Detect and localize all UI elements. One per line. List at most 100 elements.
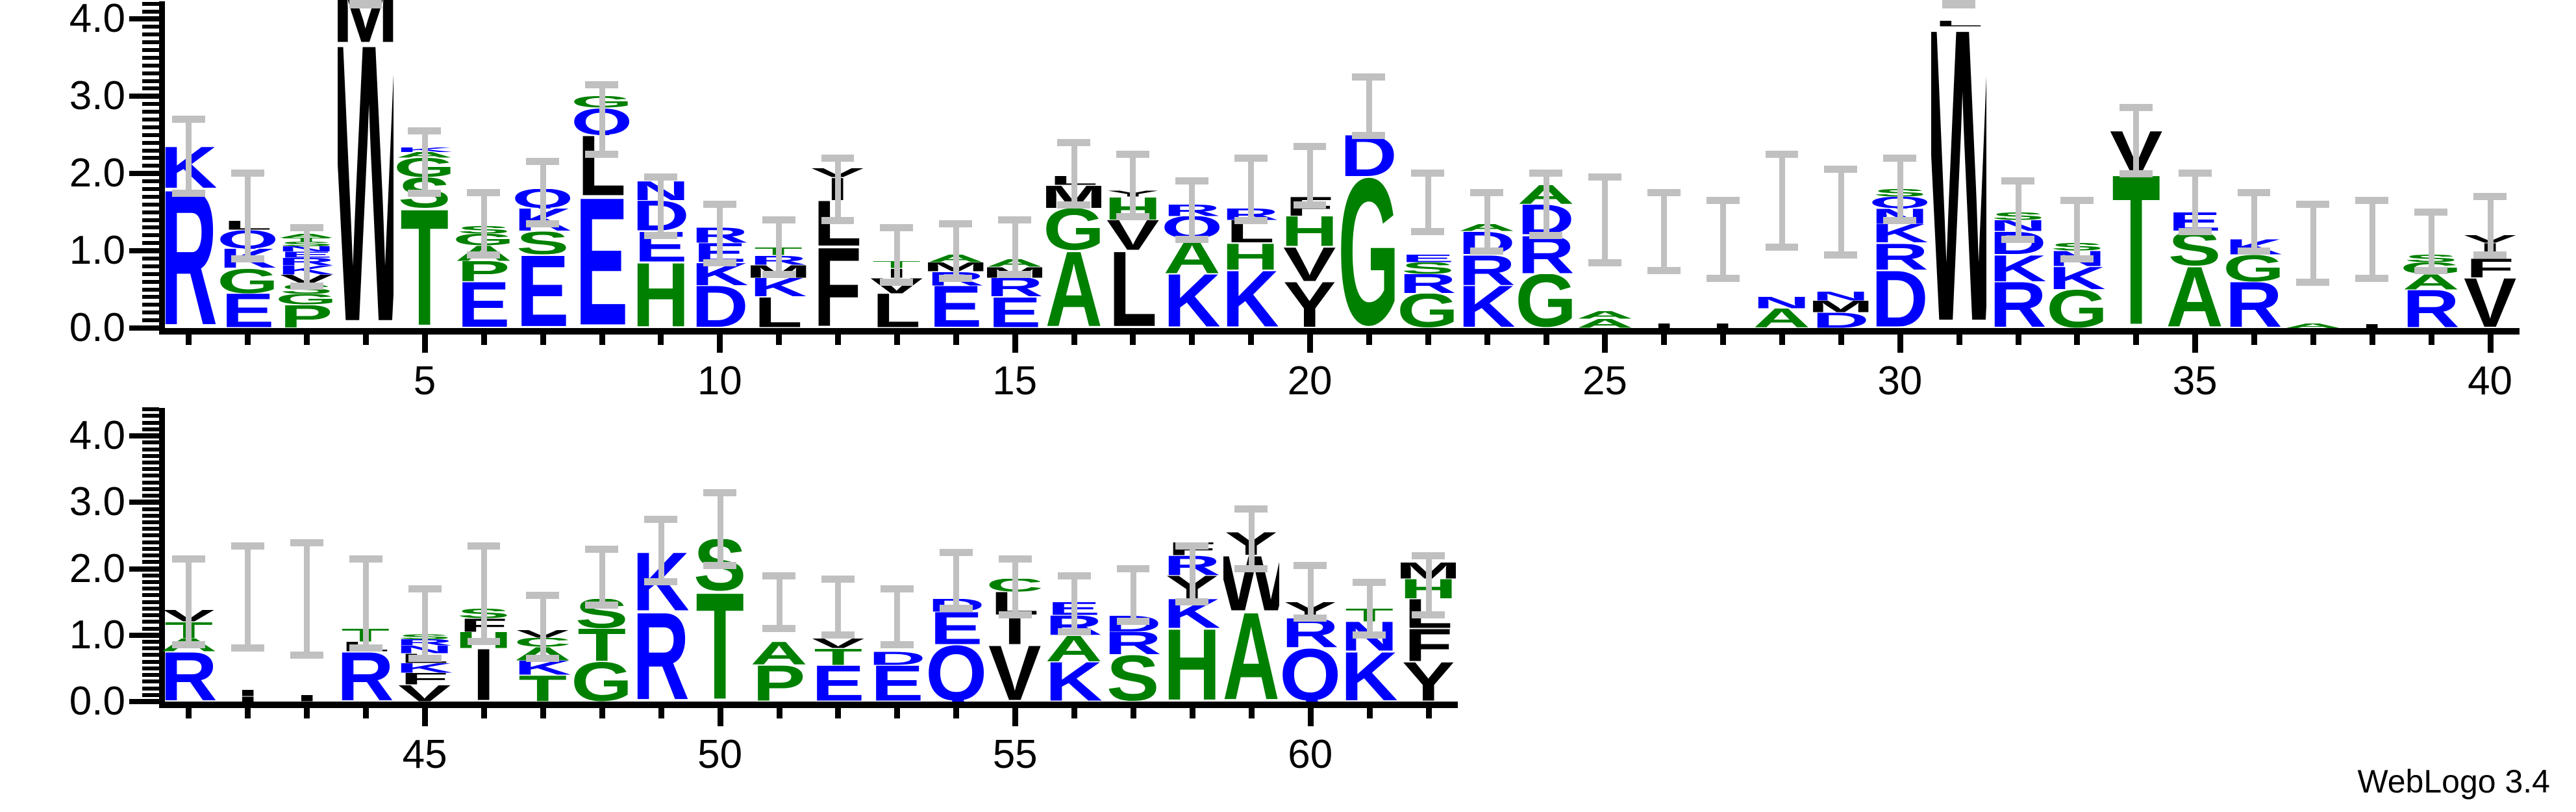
- x-minor-tick: [1956, 335, 1962, 345]
- logo-letter: N: [1754, 297, 1810, 309]
- x-major-tick: [717, 708, 723, 726]
- y-tick-label: 3.0: [69, 73, 125, 119]
- x-tick-label: 60: [1288, 732, 1333, 777]
- logo-letter: F: [1168, 542, 1217, 556]
- y-minor-tick: [142, 467, 159, 472]
- y-minor-tick: [142, 679, 159, 684]
- y-minor-tick: [142, 79, 159, 83]
- x-minor-tick: [599, 335, 605, 345]
- logo-letter: K: [1341, 652, 1397, 702]
- x-minor-tick: [1779, 335, 1786, 345]
- logo-letter: I: [827, 177, 849, 201]
- x-minor-tick: [1130, 335, 1136, 345]
- x-minor-tick: [658, 708, 664, 718]
- logo-letter: K: [2049, 266, 2105, 290]
- y-minor-tick: [142, 9, 159, 14]
- logo-letter: D: [928, 598, 984, 613]
- y-minor-tick: [142, 71, 159, 75]
- logo-letter: T: [754, 247, 803, 256]
- logo-letter: E: [693, 243, 746, 262]
- x-minor-tick: [363, 708, 369, 718]
- y-minor-tick: [142, 487, 159, 491]
- logo-letter: S: [575, 598, 629, 629]
- logo-letter: A: [2167, 266, 2223, 328]
- logo-letter: R: [338, 652, 394, 702]
- logo-letter: T: [695, 592, 744, 702]
- x-minor-tick: [540, 708, 546, 718]
- x-minor-tick: [1366, 335, 1372, 345]
- y-major-tick: [129, 325, 159, 331]
- logo-letter: L: [223, 220, 272, 231]
- x-minor-tick: [1189, 708, 1195, 718]
- logo-stack: I: [2344, 0, 2399, 328]
- x-minor-tick: [776, 708, 782, 718]
- logo-letter: N: [1872, 208, 1928, 224]
- logo-letter: I: [236, 689, 259, 696]
- logo-letter: D: [1341, 134, 1397, 178]
- y-minor-tick: [142, 272, 159, 276]
- logo-letter: Y: [1106, 190, 1160, 197]
- logo-letter: S: [693, 539, 747, 592]
- logo-letter: T: [872, 260, 921, 269]
- logo-letter: R: [397, 639, 453, 646]
- x-axis-line: [159, 328, 2520, 335]
- y-tick-label: 1.0: [69, 228, 125, 273]
- logo-letter: S: [516, 231, 569, 255]
- logo-row-1: bits 0.0 1.0 2.0 3.0 4.0 5 10 15 20 25 30 35 40 K R L Q K G…: [0, 0, 2576, 403]
- logo-letter: L: [577, 134, 626, 197]
- logo-letter: K: [2226, 239, 2282, 255]
- logo-letter: F: [1404, 628, 1453, 662]
- logo-letter: F: [1285, 196, 1334, 216]
- y-minor-tick: [142, 194, 159, 199]
- logo-letter: V: [811, 638, 865, 649]
- x-major-tick: [422, 708, 429, 726]
- logo-stack: AMRE: [987, 0, 1042, 328]
- x-minor-tick: [481, 335, 487, 345]
- x-tick-label: 40: [2468, 359, 2513, 403]
- logo-letter: S: [1991, 212, 2045, 220]
- x-tick-label: 15: [992, 359, 1038, 403]
- x-minor-tick: [1071, 335, 1077, 345]
- logo-letter: R: [1872, 243, 1928, 270]
- x-minor-tick: [1248, 335, 1255, 345]
- logo-stack: NMD: [1813, 0, 1868, 328]
- y-minor-tick: [142, 179, 159, 184]
- logo-letter: Q: [514, 189, 571, 209]
- logo-letter: G: [2049, 289, 2105, 328]
- logo-letter: M: [987, 267, 1042, 278]
- y-minor-tick: [142, 202, 159, 207]
- logo-letter: N: [1341, 622, 1397, 652]
- y-tick-label: 4.0: [69, 0, 125, 42]
- x-major-tick: [1012, 335, 1018, 353]
- y-minor-tick: [142, 32, 159, 37]
- logo-letter: D: [1872, 270, 1928, 328]
- logo-letter: A: [397, 151, 453, 159]
- logo-letter: A: [2285, 323, 2341, 328]
- y-minor-tick: [142, 659, 159, 664]
- y-minor-tick: [142, 540, 159, 544]
- logo-letter: S: [398, 633, 451, 639]
- y-minor-tick: [142, 673, 159, 678]
- x-minor-tick: [186, 335, 192, 345]
- logo-letter: R: [692, 227, 748, 244]
- y-minor-tick: [142, 606, 159, 611]
- logo-letter: T: [1345, 608, 1394, 622]
- logo-letter: V: [2463, 277, 2517, 328]
- y-axis-line: [159, 408, 165, 702]
- x-minor-tick: [245, 335, 251, 345]
- y-minor-tick: [142, 692, 159, 697]
- y-tick-label: 3.0: [69, 479, 125, 525]
- logo-letter: S: [398, 177, 451, 209]
- x-minor-tick: [599, 708, 605, 718]
- logo-stack: A: [2285, 0, 2340, 328]
- logo-letter: H: [1164, 628, 1220, 702]
